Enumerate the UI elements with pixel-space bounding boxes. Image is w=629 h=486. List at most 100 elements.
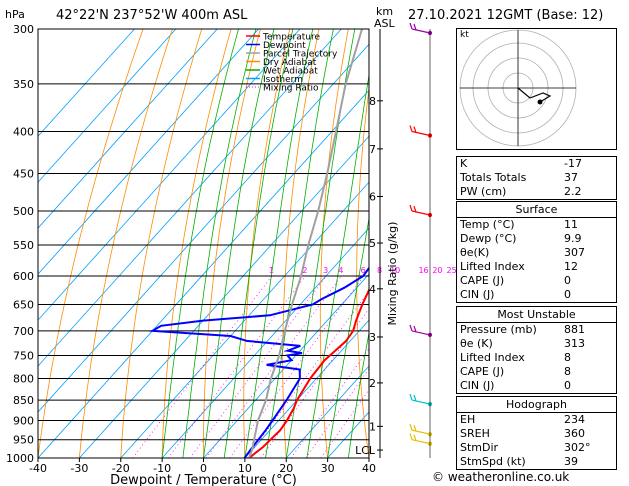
isotherm-line <box>203 273 369 458</box>
mixing-ratio-label: 1 <box>269 266 274 275</box>
legend-item: Wet Adiabat <box>263 67 318 77</box>
row-label: K <box>460 157 468 170</box>
mixing-ratio-line <box>189 275 327 458</box>
wind-barb-staff <box>411 429 431 435</box>
row-label: CIN (J) <box>460 288 495 301</box>
isotherm-line <box>38 29 177 183</box>
isotherm-line <box>38 29 135 137</box>
wind-barb-flag <box>409 324 413 332</box>
pressure-tick-label: 950 <box>13 434 34 447</box>
table-row: θe (K) 313 <box>457 337 616 351</box>
row-label: Lifted Index <box>460 260 525 273</box>
x-tick-label: -30 <box>70 462 88 475</box>
storm-motion-marker <box>537 99 543 105</box>
table-row: Pressure (mb) 881 <box>457 323 616 337</box>
isotherm-line <box>161 227 369 458</box>
row-value: 8 <box>564 351 571 364</box>
row-label: Lifted Index <box>460 351 525 364</box>
isotherm-line <box>244 319 369 458</box>
plot-frame <box>37 28 370 459</box>
x-axis-title: Dewpoint / Temperature (°C) <box>110 473 297 486</box>
wind-barb <box>409 393 433 407</box>
wind-barb-staff <box>411 28 431 34</box>
mixing-ratio-label: 4 <box>338 266 343 275</box>
wind-barb-flag <box>409 204 413 212</box>
row-value: 881 <box>564 323 585 336</box>
dry-adiabat-line <box>161 29 232 458</box>
hodograph-table: Hodograph EH 234 SREH 360 StmDir 302° StmSpd (k… <box>456 396 617 470</box>
row-value: 360 <box>564 427 585 440</box>
location-title: 42°22'N 237°52'W 400m ASL <box>56 8 248 23</box>
isotherm-line <box>79 135 369 458</box>
wind-barb <box>409 204 433 218</box>
wind-barb-staff <box>411 399 431 405</box>
table-row: EH 234 <box>457 413 616 427</box>
isotherm-line <box>38 43 369 413</box>
wind-barb-flag <box>409 424 413 431</box>
pressure-tick-label: 800 <box>13 372 34 385</box>
legend-item: Dewpoint <box>263 41 306 51</box>
pressure-tick-label: 700 <box>13 325 34 338</box>
row-value: 2.2 <box>564 185 582 198</box>
footer-credit: © weatheronline.co.uk <box>432 470 570 484</box>
wind-barb-flag <box>413 325 417 333</box>
row-label: EH <box>460 413 476 426</box>
km-tick-label: 3 <box>369 331 376 344</box>
row-label: θe(K) <box>460 246 490 259</box>
wind-barb-flag <box>409 433 413 440</box>
legend-item: Dry Adiabat <box>263 58 317 68</box>
x-tick-label: 10 <box>238 462 252 475</box>
row-value: 39 <box>564 455 578 468</box>
mixing-ratio-label: 6 <box>361 266 366 275</box>
table-title: Most Unstable <box>457 307 616 323</box>
pressure-tick-label: 1000 <box>6 452 34 465</box>
pressure-tick-label: 850 <box>13 394 34 407</box>
surface-table: Surface Temp (°C) 11 Dewp (°C) 9.9 θe(K) 307 Li… <box>456 201 617 303</box>
wind-barb-flag <box>413 425 417 432</box>
km-tick-label: 2 <box>369 377 376 390</box>
pressure-tick-label: 500 <box>13 205 34 218</box>
mixing-ratio-label: 10 <box>390 266 400 275</box>
isotherm-line <box>38 29 301 321</box>
legend-item: Mixing Ratio <box>263 84 319 94</box>
hodograph-unit: kt <box>460 30 469 40</box>
wind-barb-flag <box>409 22 413 30</box>
row-value: 0 <box>564 379 571 392</box>
isotherm-line <box>285 365 369 458</box>
table-row: StmDir 302° <box>457 441 616 455</box>
mixing-ratio-label: 20 <box>432 266 442 275</box>
indices-table: K -17 Totals Totals 37 PW (cm) 2.2 <box>456 156 617 200</box>
km-tick-label: 4 <box>369 283 376 296</box>
wind-barb-flag <box>409 393 413 401</box>
wind-barb <box>409 424 433 437</box>
table-row: Lifted Index 12 <box>457 260 616 274</box>
x-tick-label: -40 <box>29 462 47 475</box>
table-row: Lifted Index 8 <box>457 351 616 365</box>
table-row: PW (cm) 2.2 <box>457 185 616 199</box>
dry-adiabat-line <box>38 29 144 458</box>
dewpoint-line <box>149 266 369 458</box>
temperature-line <box>248 287 369 458</box>
row-label: CIN (J) <box>460 379 495 392</box>
row-label: CAPE (J) <box>460 365 505 378</box>
wind-barb <box>409 125 433 138</box>
row-value: 307 <box>564 246 585 259</box>
x-tick-label: 20 <box>279 462 293 475</box>
pressure-tick-label: 750 <box>13 349 34 362</box>
table-row: StmSpd (kt) 39 <box>457 455 616 469</box>
legend-item: Temperature <box>262 33 320 43</box>
wind-barb-flag <box>409 125 413 132</box>
mixing-ratio-line <box>229 275 365 458</box>
row-value: 302° <box>564 441 591 454</box>
table-row: CIN (J) 0 <box>457 288 616 302</box>
mixing-ratio-label: 16 <box>418 266 428 275</box>
table-row: Dewp (°C) 9.9 <box>457 232 616 246</box>
pressure-tick-label: 400 <box>13 126 34 139</box>
table-title: Hodograph <box>457 397 616 413</box>
pressure-tick-label: 300 <box>13 23 34 36</box>
row-value: -17 <box>564 157 582 170</box>
pressure-tick-label: 450 <box>13 167 34 180</box>
row-value: 37 <box>564 171 578 184</box>
mixing-ratio-label: 25 <box>447 266 457 275</box>
x-tick-label: 30 <box>321 462 335 475</box>
